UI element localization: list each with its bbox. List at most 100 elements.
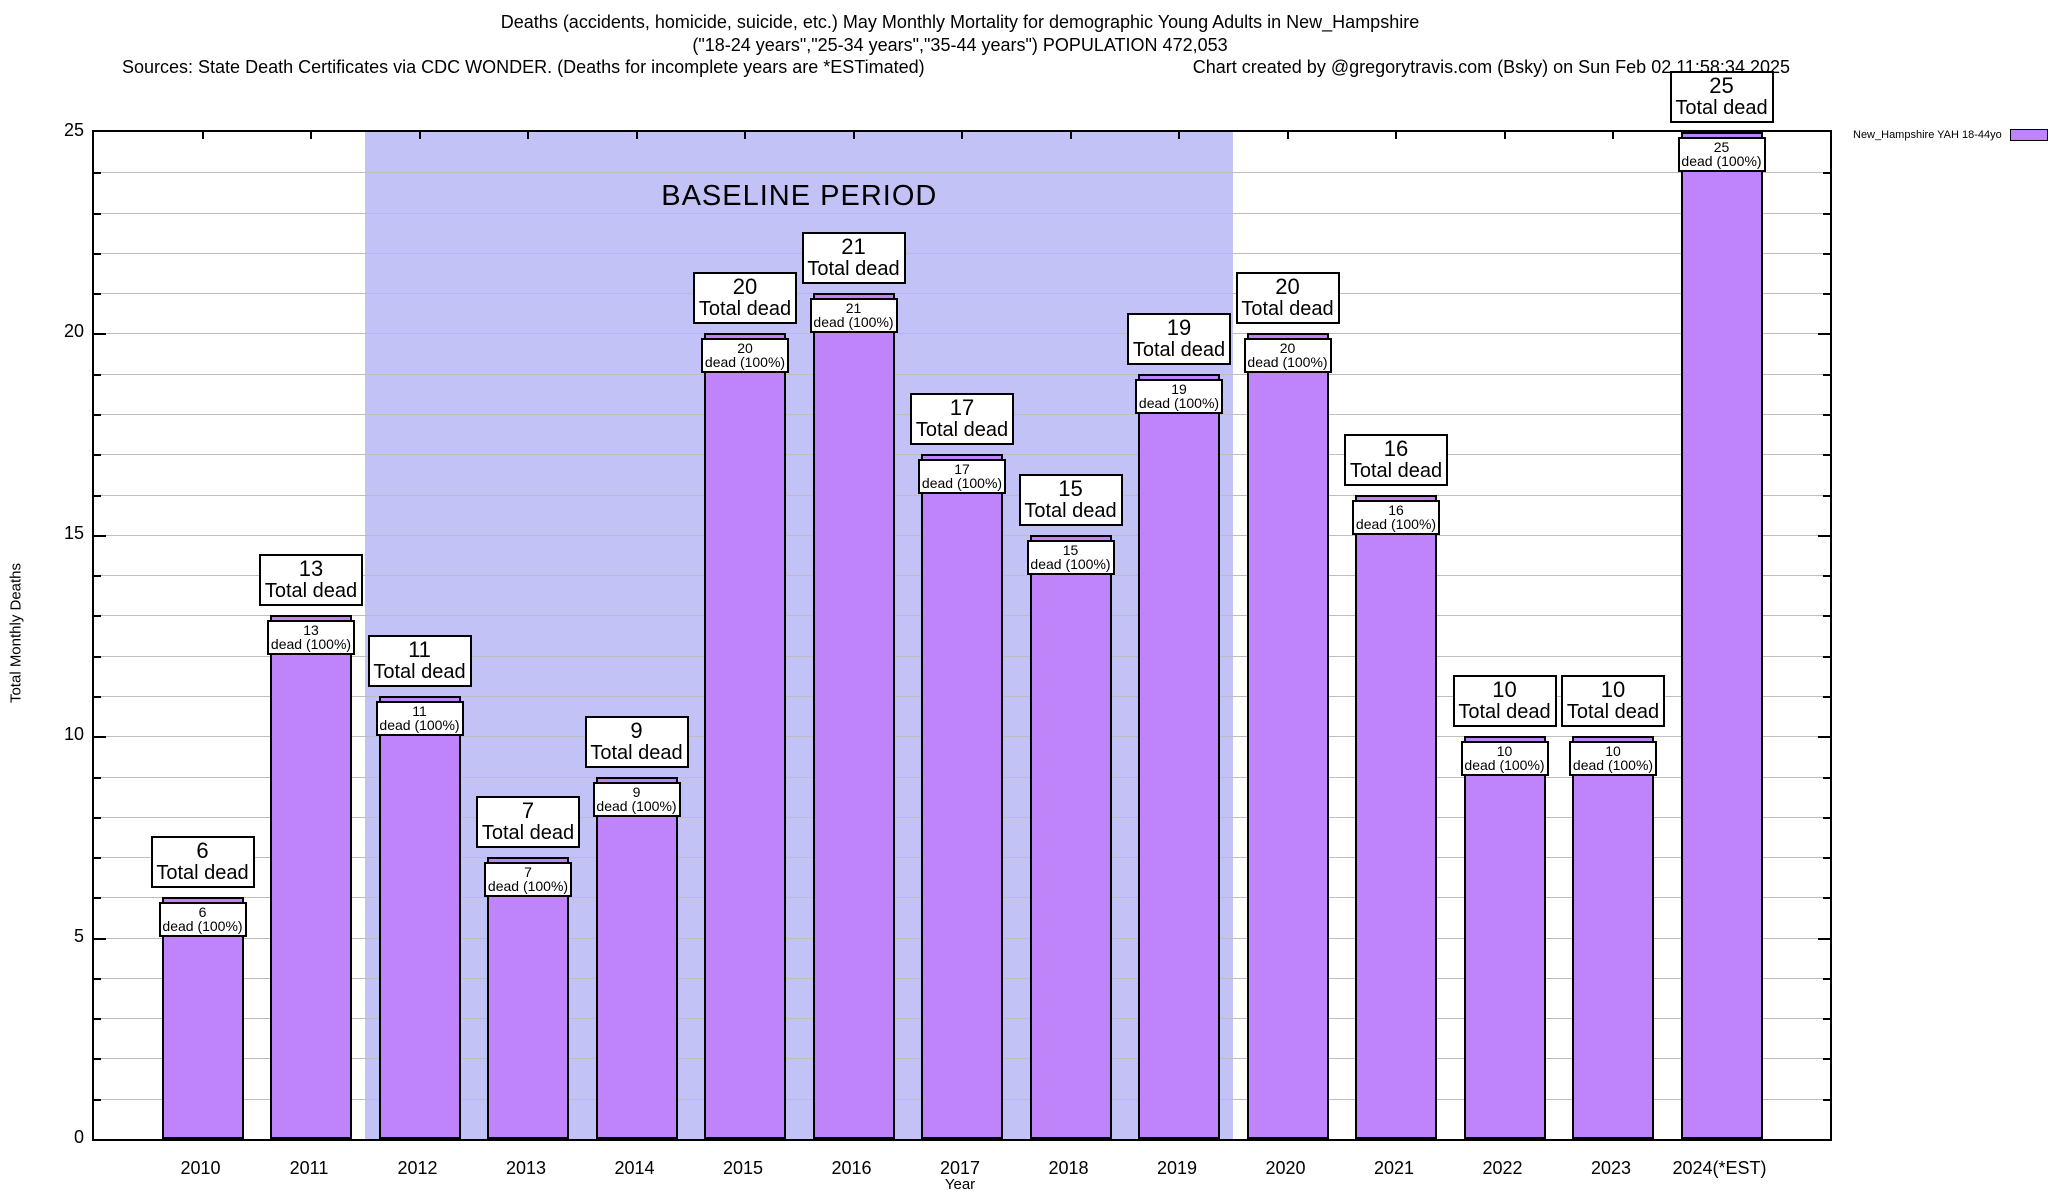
y-axis-tick bbox=[1823, 172, 1830, 175]
bar-2020 bbox=[1246, 333, 1329, 1139]
bar-2022 bbox=[1463, 736, 1546, 1139]
gridline bbox=[94, 252, 1830, 254]
dead-pct-label-2013: 7 dead (100%) bbox=[484, 862, 572, 897]
y-axis-tick bbox=[94, 615, 101, 618]
x-axis-top-tick bbox=[1178, 132, 1180, 139]
total-dead-caption: Total dead bbox=[807, 258, 900, 281]
total-dead-caption: Total dead bbox=[373, 660, 466, 683]
y-axis-tick bbox=[1823, 897, 1830, 900]
y-axis-tick bbox=[94, 937, 106, 940]
y-axis-tick bbox=[94, 695, 101, 698]
total-dead-count: 6 bbox=[196, 838, 209, 864]
dead-pct-label-2023: 10 dead (100%) bbox=[1569, 741, 1657, 777]
total-dead-label-2015: 20 Total dead bbox=[693, 272, 797, 325]
dead-pct-count: 10 bbox=[1496, 743, 1513, 760]
dead-pct-count: 15 bbox=[1062, 541, 1079, 558]
plot-area: BASELINE PERIOD 6 Total dead 6 dead (100%) 1… bbox=[92, 71, 1832, 1141]
y-axis-tick bbox=[94, 1018, 101, 1021]
x-axis-top-tick bbox=[418, 132, 421, 139]
y-axis-tick bbox=[94, 977, 101, 980]
dead-pct-label-2011: 13 dead (100%) bbox=[267, 620, 355, 656]
total-dead-caption: Total dead bbox=[1458, 701, 1551, 724]
gridline bbox=[94, 373, 1830, 375]
credit-note: Chart created by @gregorytravis.com (Bsk… bbox=[1192, 57, 1790, 77]
y-axis-tick bbox=[94, 575, 101, 578]
y-tick-label-10: 10 bbox=[63, 724, 84, 745]
y-axis-tick bbox=[1823, 1018, 1830, 1021]
total-dead-count: 15 bbox=[1058, 475, 1083, 501]
total-dead-count: 7 bbox=[521, 798, 535, 823]
x-tick-label-2015: 2015 bbox=[722, 1158, 764, 1178]
dead-pct-count: 9 bbox=[632, 783, 641, 800]
bar-2023 bbox=[1572, 736, 1654, 1139]
bar-2010 bbox=[161, 897, 244, 1139]
dead-pct-count: 16 bbox=[1388, 501, 1404, 518]
total-dead-caption: Total dead bbox=[1566, 701, 1660, 724]
y-axis-tick bbox=[94, 534, 106, 537]
x-tick-label-2013: 2013 bbox=[505, 1158, 547, 1178]
dead-pct-caption: dead (100%) bbox=[1572, 757, 1654, 774]
x-tick-label-2024(*EST): 2024(*EST) bbox=[1672, 1158, 1767, 1178]
bar-2015 bbox=[704, 333, 786, 1139]
y-axis-tick bbox=[94, 252, 101, 255]
sources-note: Sources: State Death Certificates via CD… bbox=[122, 57, 925, 77]
total-dead-label-2024(*EST): 25 Total dead bbox=[1669, 71, 1774, 123]
dead-pct-caption: dead (100%) bbox=[162, 918, 243, 935]
dead-pct-count: 13 bbox=[303, 622, 319, 639]
dead-pct-label-2012: 11 dead (100%) bbox=[375, 700, 464, 736]
y-tick-label-5: 5 bbox=[73, 925, 84, 946]
bar-2024(*EST) bbox=[1680, 132, 1763, 1139]
y-axis-tick bbox=[1823, 252, 1830, 255]
y-axis-tick bbox=[1823, 655, 1830, 658]
total-dead-caption: Total dead bbox=[264, 580, 358, 603]
x-tick-label-2017: 2017 bbox=[939, 1158, 981, 1178]
dead-pct-caption: dead (100%) bbox=[1681, 153, 1762, 169]
x-tick-label-2016: 2016 bbox=[831, 1158, 872, 1178]
total-dead-count: 16 bbox=[1383, 435, 1409, 461]
total-dead-label-2021: 16 Total dead bbox=[1344, 433, 1448, 486]
y-tick-label-0: 0 bbox=[73, 1127, 84, 1147]
legend: New_Hampshire YAH 18-44yo bbox=[1853, 129, 2048, 141]
dead-pct-label-2014: 9 dead (100%) bbox=[592, 781, 681, 817]
dead-pct-caption: dead (100%) bbox=[1030, 555, 1111, 572]
y-axis-tick bbox=[1818, 937, 1830, 940]
x-axis-top-tick bbox=[852, 132, 855, 139]
y-axis-tick bbox=[1823, 857, 1830, 859]
total-dead-label-2019: 19 Total dead bbox=[1127, 312, 1231, 365]
total-dead-count: 21 bbox=[841, 234, 866, 260]
dead-pct-caption: dead (100%) bbox=[270, 636, 352, 653]
dead-pct-label-2024(*EST): 25 dead (100%) bbox=[1677, 137, 1766, 172]
total-dead-count: 13 bbox=[298, 556, 324, 582]
y-axis-tick bbox=[94, 293, 101, 296]
dead-pct-caption: dead (100%) bbox=[379, 716, 460, 733]
dead-pct-caption: dead (100%) bbox=[487, 878, 569, 894]
x-tick-label-2014: 2014 bbox=[614, 1158, 655, 1178]
total-dead-count: 20 bbox=[732, 274, 758, 300]
total-dead-label-2012: 11 Total dead bbox=[367, 634, 472, 687]
total-dead-label-2011: 13 Total dead bbox=[259, 554, 363, 607]
gridline bbox=[94, 293, 1830, 295]
dead-pct-count: 21 bbox=[845, 300, 862, 317]
y-axis-tick bbox=[1823, 615, 1830, 618]
total-dead-caption: Total dead bbox=[1132, 338, 1226, 361]
total-dead-label-2022: 10 Total dead bbox=[1452, 675, 1557, 728]
x-tick-label-2011: 2011 bbox=[289, 1158, 329, 1178]
x-axis-top-tick bbox=[635, 132, 638, 139]
y-axis-tick bbox=[94, 1098, 101, 1101]
total-dead-label-2014: 9 Total dead bbox=[584, 715, 689, 768]
x-tick-label-2022: 2022 bbox=[1482, 1158, 1523, 1178]
y-axis-tick bbox=[94, 655, 101, 658]
dead-pct-label-2016: 21 dead (100%) bbox=[809, 298, 898, 334]
total-dead-count: 17 bbox=[949, 395, 975, 421]
dead-pct-count: 10 bbox=[1605, 743, 1621, 760]
y-axis-tick bbox=[1823, 816, 1830, 819]
x-axis-top-tick bbox=[1612, 132, 1614, 139]
dead-pct-label-2010: 6 dead (100%) bbox=[158, 902, 247, 938]
y-tick-label-15: 15 bbox=[63, 522, 84, 543]
y-axis-tick bbox=[1823, 977, 1830, 980]
bar-2016 bbox=[812, 293, 895, 1139]
bar-2011 bbox=[270, 615, 352, 1139]
legend-label: New_Hampshire YAH 18-44yo bbox=[1853, 129, 2002, 141]
x-axis-top-tick bbox=[744, 132, 746, 139]
total-dead-caption: Total dead bbox=[915, 419, 1009, 442]
